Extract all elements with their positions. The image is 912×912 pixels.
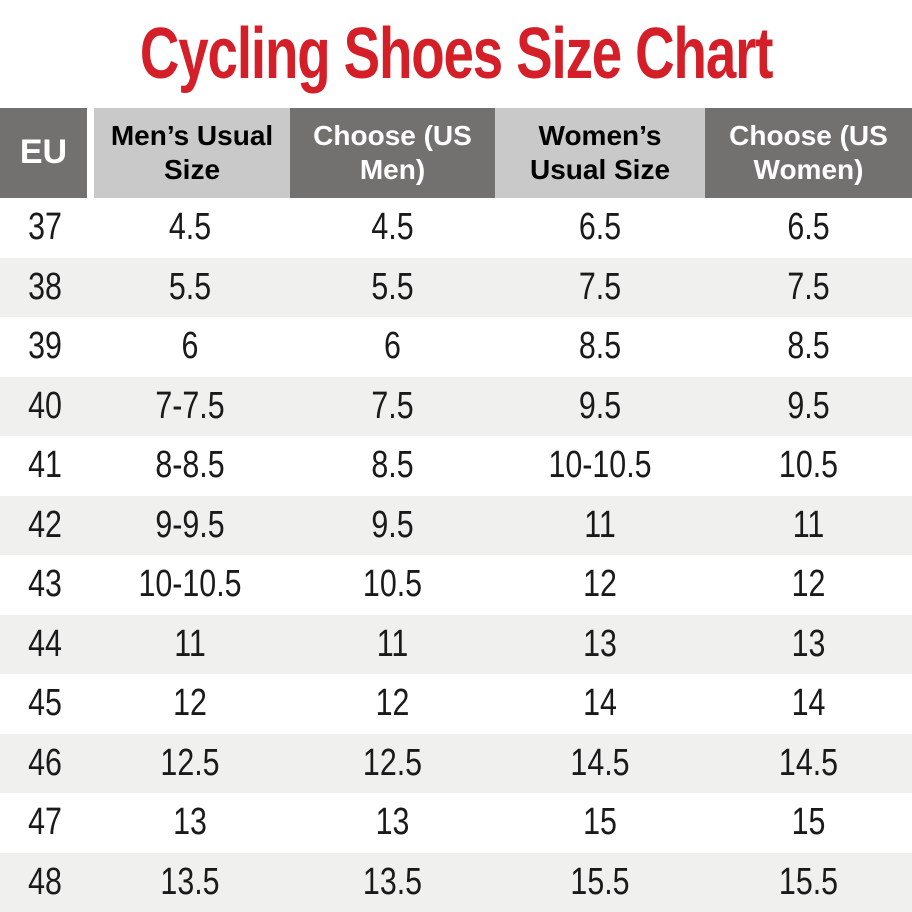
size-value-cell: 7-7.5 (155, 384, 225, 427)
eu-size-cell: 43 (28, 563, 62, 606)
header-cell-choose-us-women: Choose (US Women) (705, 108, 912, 198)
size-value-cell: 10.5 (778, 444, 839, 487)
eu-size-cell: 40 (28, 384, 62, 427)
size-value-cell: 8.5 (371, 444, 414, 487)
size-value-cell: 10-10.5 (138, 563, 242, 606)
size-value-cell: 15 (791, 801, 826, 844)
size-value-cell: 11 (584, 503, 616, 546)
header-cell-womens-usual-size: Women’s Usual Size (495, 108, 705, 198)
header-cell-mens-usual-size: Men’s Usual Size (90, 108, 290, 198)
eu-size-cell: 42 (28, 503, 62, 546)
eu-size-cell: 41 (28, 444, 62, 487)
eu-size-cell: 45 (28, 682, 62, 725)
size-value-cell: 12.5 (362, 741, 423, 784)
table-row: 37 4.5 4.5 6.5 6.5 (0, 198, 912, 258)
header-cell-choose-us-men: Choose (US Men) (290, 108, 495, 198)
title-bar: Cycling Shoes Size Chart (0, 0, 912, 108)
size-value-cell: 4.5 (371, 206, 414, 249)
table-row: 40 7-7.5 7.5 9.5 9.5 (0, 376, 912, 436)
size-value-cell: 12 (173, 682, 207, 725)
size-value-cell: 5.5 (168, 265, 212, 308)
size-value-cell: 12.5 (160, 741, 220, 784)
size-value-cell: 9.5 (371, 503, 414, 546)
size-value-cell: 14.5 (570, 741, 630, 784)
eu-size-cell: 38 (28, 265, 62, 308)
size-value-cell: 9.5 (787, 384, 830, 427)
size-value-cell: 12 (791, 563, 826, 606)
size-value-cell: 8.5 (787, 325, 830, 368)
eu-size-cell: 47 (28, 801, 62, 844)
size-value-cell: 6 (384, 325, 401, 368)
size-value-cell: 13 (173, 801, 207, 844)
size-value-cell: 13 (791, 622, 826, 665)
header-cell-eu: EU (0, 108, 90, 198)
size-value-cell: 4.5 (168, 206, 212, 249)
table-row: 47 13 13 15 15 (0, 793, 912, 853)
size-value-cell: 8-8.5 (155, 444, 225, 487)
eu-size-cell: 37 (28, 206, 62, 249)
size-value-cell: 9.5 (578, 384, 622, 427)
size-value-cell: 14.5 (778, 741, 839, 784)
table-row: 38 5.5 5.5 7.5 7.5 (0, 257, 912, 317)
eu-size-cell: 46 (28, 741, 62, 784)
size-value-cell: 7.5 (578, 265, 622, 308)
size-value-cell: 10-10.5 (548, 444, 652, 487)
size-value-cell: 7.5 (371, 384, 414, 427)
size-value-cell: 6 (181, 325, 199, 368)
size-value-cell: 13.5 (362, 860, 423, 903)
size-value-cell: 11 (174, 622, 206, 665)
size-value-cell: 15.5 (570, 860, 630, 903)
table-row: 43 10-10.5 10.5 12 12 (0, 555, 912, 615)
size-value-cell: 15 (583, 801, 617, 844)
table-row: 39 6 6 8.5 8.5 (0, 317, 912, 377)
size-value-cell: 5.5 (371, 265, 414, 308)
size-value-cell: 13 (583, 622, 617, 665)
page-title: Cycling Shoes Size Chart (139, 14, 774, 94)
size-value-cell: 8.5 (578, 325, 622, 368)
size-chart-header-row: EU Men’s Usual Size Choose (US Men) Wome… (0, 108, 912, 198)
size-value-cell: 12 (375, 682, 410, 725)
eu-size-cell: 39 (28, 325, 62, 368)
size-value-cell: 11 (792, 503, 825, 546)
size-value-cell: 13 (375, 801, 410, 844)
size-value-cell: 7.5 (787, 265, 830, 308)
size-value-cell: 6.5 (578, 206, 622, 249)
eu-size-cell: 44 (28, 622, 62, 665)
size-value-cell: 11 (376, 622, 409, 665)
eu-size-cell: 48 (28, 860, 62, 903)
size-value-cell: 14 (791, 682, 826, 725)
size-value-cell: 14 (583, 682, 617, 725)
size-value-cell: 12 (583, 563, 617, 606)
size-value-cell: 15.5 (778, 860, 839, 903)
table-row: 45 12 12 14 14 (0, 674, 912, 734)
size-value-cell: 10.5 (362, 563, 423, 606)
table-row: 48 13.5 13.5 15.5 15.5 (0, 852, 912, 912)
size-chart-table-body: 37 4.5 4.5 6.5 6.5 38 5.5 5.5 7.5 7.5 39 6 6 8.5 8.5 40… (0, 198, 912, 912)
table-row: 42 9-9.5 9.5 11 11 (0, 495, 912, 555)
size-value-cell: 9-9.5 (155, 503, 225, 546)
size-value-cell: 6.5 (787, 206, 830, 249)
table-row: 44 11 11 13 13 (0, 614, 912, 674)
size-value-cell: 13.5 (160, 860, 220, 903)
table-row: 41 8-8.5 8.5 10-10.5 10.5 (0, 436, 912, 496)
table-row: 46 12.5 12.5 14.5 14.5 (0, 733, 912, 793)
